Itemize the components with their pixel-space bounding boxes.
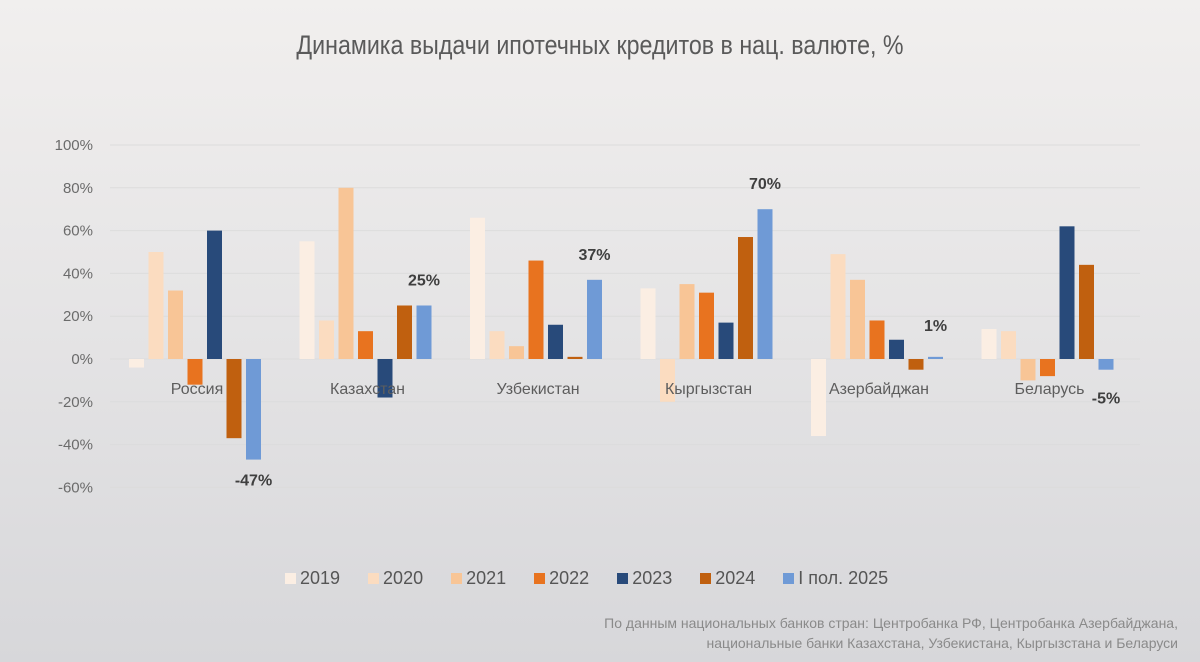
legend-swatch (451, 572, 463, 584)
category-label: Беларусь (1015, 381, 1085, 398)
bar (738, 237, 753, 359)
data-label: 1% (924, 318, 947, 335)
chart-title: Динамика выдачи ипотечных кредитов в нац… (296, 30, 904, 60)
category-label: Казахстан (330, 381, 405, 398)
bar (830, 254, 846, 359)
bar (397, 305, 412, 359)
legend-item: 2022 (534, 568, 589, 589)
bar (319, 320, 334, 359)
y-tick-label: 100% (55, 137, 93, 154)
bar (660, 359, 675, 402)
y-tick-label: -40% (58, 437, 93, 454)
legend-label: 2022 (549, 567, 590, 588)
bar (416, 305, 432, 359)
bar (377, 359, 393, 398)
source-note: По данным национальных банков стран: Цен… (604, 613, 1178, 653)
bar (928, 356, 943, 359)
bar (757, 209, 773, 359)
y-tick-label: -60% (58, 479, 93, 496)
legend-item: 2020 (368, 568, 423, 589)
bar (811, 359, 826, 437)
bar (207, 230, 222, 359)
bar (718, 322, 734, 359)
category-label: Узбекистан (496, 381, 579, 398)
legend-swatch (617, 572, 629, 584)
source-line-1: По данным национальных банков стран: Цен… (604, 615, 1178, 631)
legend-swatch (783, 572, 795, 584)
bar (1001, 331, 1016, 359)
y-tick-label: 20% (63, 308, 93, 325)
bar (187, 359, 203, 385)
category-label: Россия (171, 381, 223, 398)
bar (168, 290, 183, 359)
legend-label: 2019 (300, 567, 341, 588)
data-labels: -47% 25% 37% 70% 1% -5% (235, 176, 1120, 489)
bar (679, 284, 695, 359)
bar (567, 356, 583, 359)
bar (1040, 359, 1055, 377)
bar (226, 359, 242, 439)
bar (299, 241, 315, 359)
bar (509, 346, 524, 359)
bar (1098, 359, 1114, 370)
category-label: Кыргызстан (665, 381, 752, 398)
data-label: -47% (235, 473, 272, 490)
legend-swatch (534, 572, 546, 584)
y-tick-label: -20% (58, 394, 93, 411)
legend: 2019 2020 2021 2022 2023 2024 I пол. 2025 (285, 565, 1065, 591)
bar (1020, 359, 1036, 381)
bar (338, 187, 354, 359)
bar (246, 359, 261, 460)
data-label: 25% (408, 273, 440, 290)
legend-item: 2023 (617, 568, 672, 589)
bar (1059, 226, 1075, 359)
bar (148, 252, 164, 359)
legend-swatch (285, 572, 296, 584)
legend-label: 2023 (632, 567, 673, 588)
gridlines (110, 144, 1140, 488)
legend-label: I пол. 2025 (798, 567, 889, 588)
bar (587, 279, 602, 359)
y-tick-label: 60% (63, 223, 93, 240)
source-line-2: национальные банки Казахстана, Узбекиста… (706, 635, 1178, 651)
bar (640, 288, 656, 359)
bar (908, 359, 924, 370)
bar (548, 324, 563, 359)
legend-swatch (700, 572, 712, 584)
bar (129, 359, 144, 368)
bar-chart: 100% 80% 60% 40% 20% 0% -20% -40% -60% Россия Каз… (55, 137, 1140, 496)
bar (358, 331, 373, 359)
bar (470, 217, 485, 359)
legend-label: 2020 (383, 567, 424, 588)
bars (129, 187, 1114, 460)
bar (889, 339, 904, 359)
data-label: 37% (578, 247, 610, 264)
category-label: Азербайджан (829, 381, 929, 398)
legend-swatch (368, 572, 380, 584)
bar (869, 320, 885, 359)
legend-item: 2021 (451, 568, 506, 589)
y-tick-label: 80% (63, 180, 93, 197)
bar (528, 260, 544, 359)
category-labels: Россия Казахстан Узбекистан Кыргызстан Азерб… (171, 381, 1085, 398)
data-label: -5% (1092, 391, 1120, 408)
legend-item: I пол. 2025 (783, 568, 888, 589)
data-label: 70% (749, 176, 781, 193)
bar (981, 329, 997, 359)
bar (850, 279, 865, 359)
y-tick-label: 0% (71, 351, 93, 368)
bar (489, 331, 505, 359)
legend-label: 2021 (466, 567, 507, 588)
legend-item: 2019 (285, 568, 340, 589)
y-axis-ticks: 100% 80% 60% 40% 20% 0% -20% -40% -60% (55, 137, 93, 496)
bar (699, 292, 714, 359)
legend-label: 2024 (715, 567, 756, 588)
bar (1079, 264, 1094, 359)
legend-item: 2024 (700, 568, 755, 589)
y-tick-label: 40% (63, 265, 93, 282)
